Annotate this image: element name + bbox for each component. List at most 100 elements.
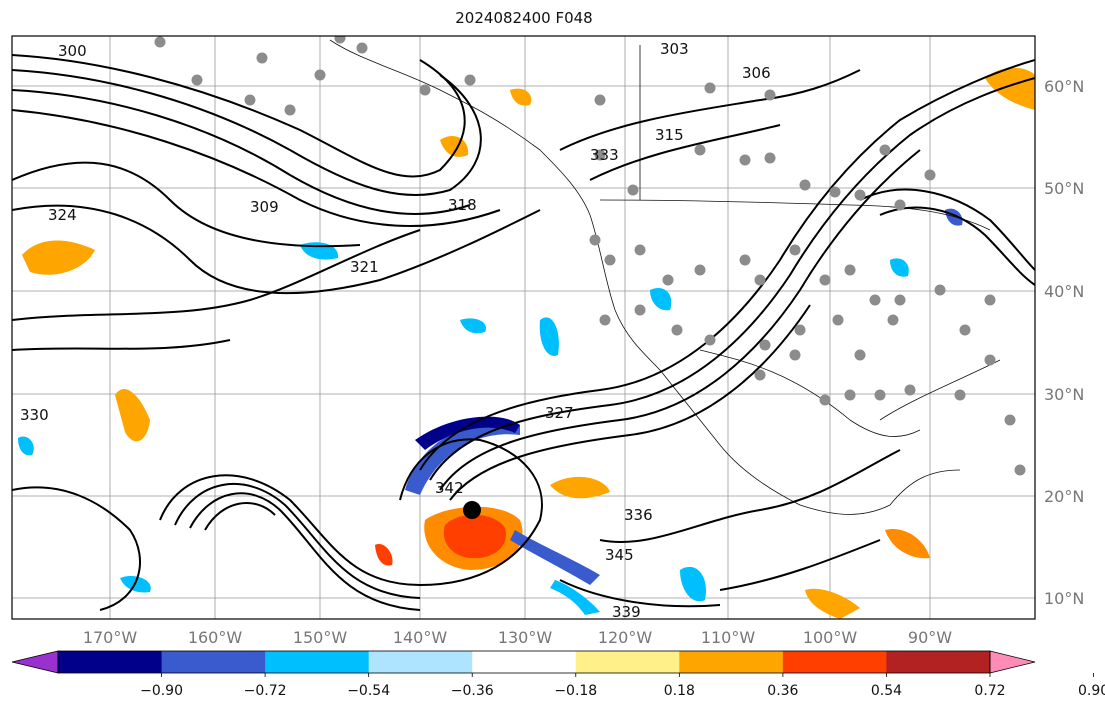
contour-label: 330	[20, 406, 49, 424]
orange-patch-ne	[985, 67, 1035, 110]
station-dot	[887, 314, 899, 326]
longitude-label: 160°W	[188, 628, 243, 647]
contour-label: 324	[48, 206, 77, 224]
station-dot	[879, 144, 891, 156]
blue-patch-5	[539, 317, 559, 356]
colorbar-extend-low	[11, 650, 59, 674]
cyan-tail	[550, 580, 600, 615]
station-dot	[599, 314, 611, 326]
longitude-label: 110°W	[701, 628, 756, 647]
colorbar-tick-label: 0.72	[974, 683, 1005, 699]
colorbar-tick-label: −0.72	[244, 683, 287, 699]
station-dot	[984, 294, 996, 306]
latitude-label: 40°N	[1044, 282, 1084, 301]
station-dot	[904, 384, 916, 396]
colorbar-tick-label: −0.54	[347, 683, 390, 699]
orange-patch-w	[22, 240, 95, 275]
station-dot	[894, 199, 906, 211]
latitude-label: 60°N	[1044, 77, 1084, 96]
blue-patch-6	[650, 287, 672, 311]
contour-label: 303	[660, 40, 689, 58]
hurricane-blue-arc2	[415, 416, 520, 450]
contour-label-group: 300 303 306 309 315 318 321 324 330 336 …	[20, 40, 771, 621]
station-dot	[1004, 414, 1016, 426]
station-dot	[934, 284, 946, 296]
station-dot	[662, 274, 674, 286]
colorbar-segment	[368, 651, 473, 673]
contour-label: 306	[742, 64, 771, 82]
longitude-label: 120°W	[598, 628, 653, 647]
contours	[12, 54, 1035, 611]
station-dot	[154, 36, 166, 48]
station-dot	[694, 144, 706, 156]
colorbar-tick-label: 0.54	[871, 683, 902, 699]
longitude-label: 140°W	[393, 628, 448, 647]
colorbar-segment	[886, 651, 991, 673]
station-dot	[764, 152, 776, 164]
station-dot	[832, 314, 844, 326]
station-dot	[314, 69, 326, 81]
colorbar-segment	[472, 651, 577, 673]
station-dot	[874, 389, 886, 401]
latitude-label: 10°N	[1044, 589, 1084, 608]
contour-label: 315	[655, 126, 684, 144]
longitude-label: 150°W	[293, 628, 348, 647]
shading-fills	[18, 67, 1035, 619]
station-dot	[671, 324, 683, 336]
contour-label: 336	[624, 506, 653, 524]
blue-patch-4	[890, 258, 909, 277]
station-dot	[894, 294, 906, 306]
contour-label: 318	[448, 196, 477, 214]
longitude-label: 100°W	[803, 628, 858, 647]
station-dot	[694, 264, 706, 276]
map-title: 2024082400 F048	[455, 9, 593, 27]
plot-background	[12, 36, 1035, 619]
colorbar-extend-high	[989, 650, 1036, 674]
station-dot	[799, 179, 811, 191]
colorbar-tick-label: −0.18	[554, 683, 597, 699]
station-dot	[854, 189, 866, 201]
colorbar-tick-label: −0.36	[451, 683, 494, 699]
contour-label: 333	[590, 146, 619, 164]
colorbar-segment	[161, 651, 266, 673]
colorbar-frame	[57, 650, 991, 674]
latitude-label: 50°N	[1044, 179, 1084, 198]
hurricane-eye-marker	[463, 501, 481, 519]
station-dot	[754, 369, 766, 381]
blue-tail	[510, 530, 600, 585]
contour-label: 300	[58, 42, 87, 60]
colorbar-tick-label: −0.90	[140, 683, 183, 699]
latitude-label: 20°N	[1044, 487, 1084, 506]
station-dot	[869, 294, 881, 306]
station-dot	[594, 94, 606, 106]
orange-patch-mid	[550, 476, 610, 499]
colorbar-segment	[679, 651, 784, 673]
station-dot	[789, 349, 801, 361]
station-dot	[739, 154, 751, 166]
station-dot	[984, 354, 996, 366]
colorbar-segment	[782, 651, 887, 673]
station-dot	[464, 74, 476, 86]
station-dot	[284, 104, 296, 116]
station-dot	[819, 274, 831, 286]
contour-label: 327	[545, 404, 574, 422]
longitude-label: 170°W	[83, 628, 138, 647]
colorbar-segment	[575, 651, 680, 673]
station-dot	[759, 339, 771, 351]
station-dot	[739, 254, 751, 266]
orange-patch-s	[805, 588, 860, 619]
station-dot	[244, 94, 256, 106]
station-dot	[627, 184, 639, 196]
station-dot	[604, 254, 616, 266]
gridlines	[12, 36, 1035, 619]
latitude-label: 30°N	[1044, 385, 1084, 404]
station-dot	[589, 234, 601, 246]
colorbar-tick-label: 0.90	[1078, 683, 1105, 699]
colorbar-segment	[58, 651, 163, 673]
colorbar-tick-label: 0.36	[767, 683, 798, 699]
orange-patch-c	[885, 529, 930, 559]
contour-label: 309	[250, 198, 279, 216]
blue-patch-2	[460, 318, 486, 334]
station-dot	[1014, 464, 1026, 476]
blue-patch-7	[18, 436, 34, 456]
